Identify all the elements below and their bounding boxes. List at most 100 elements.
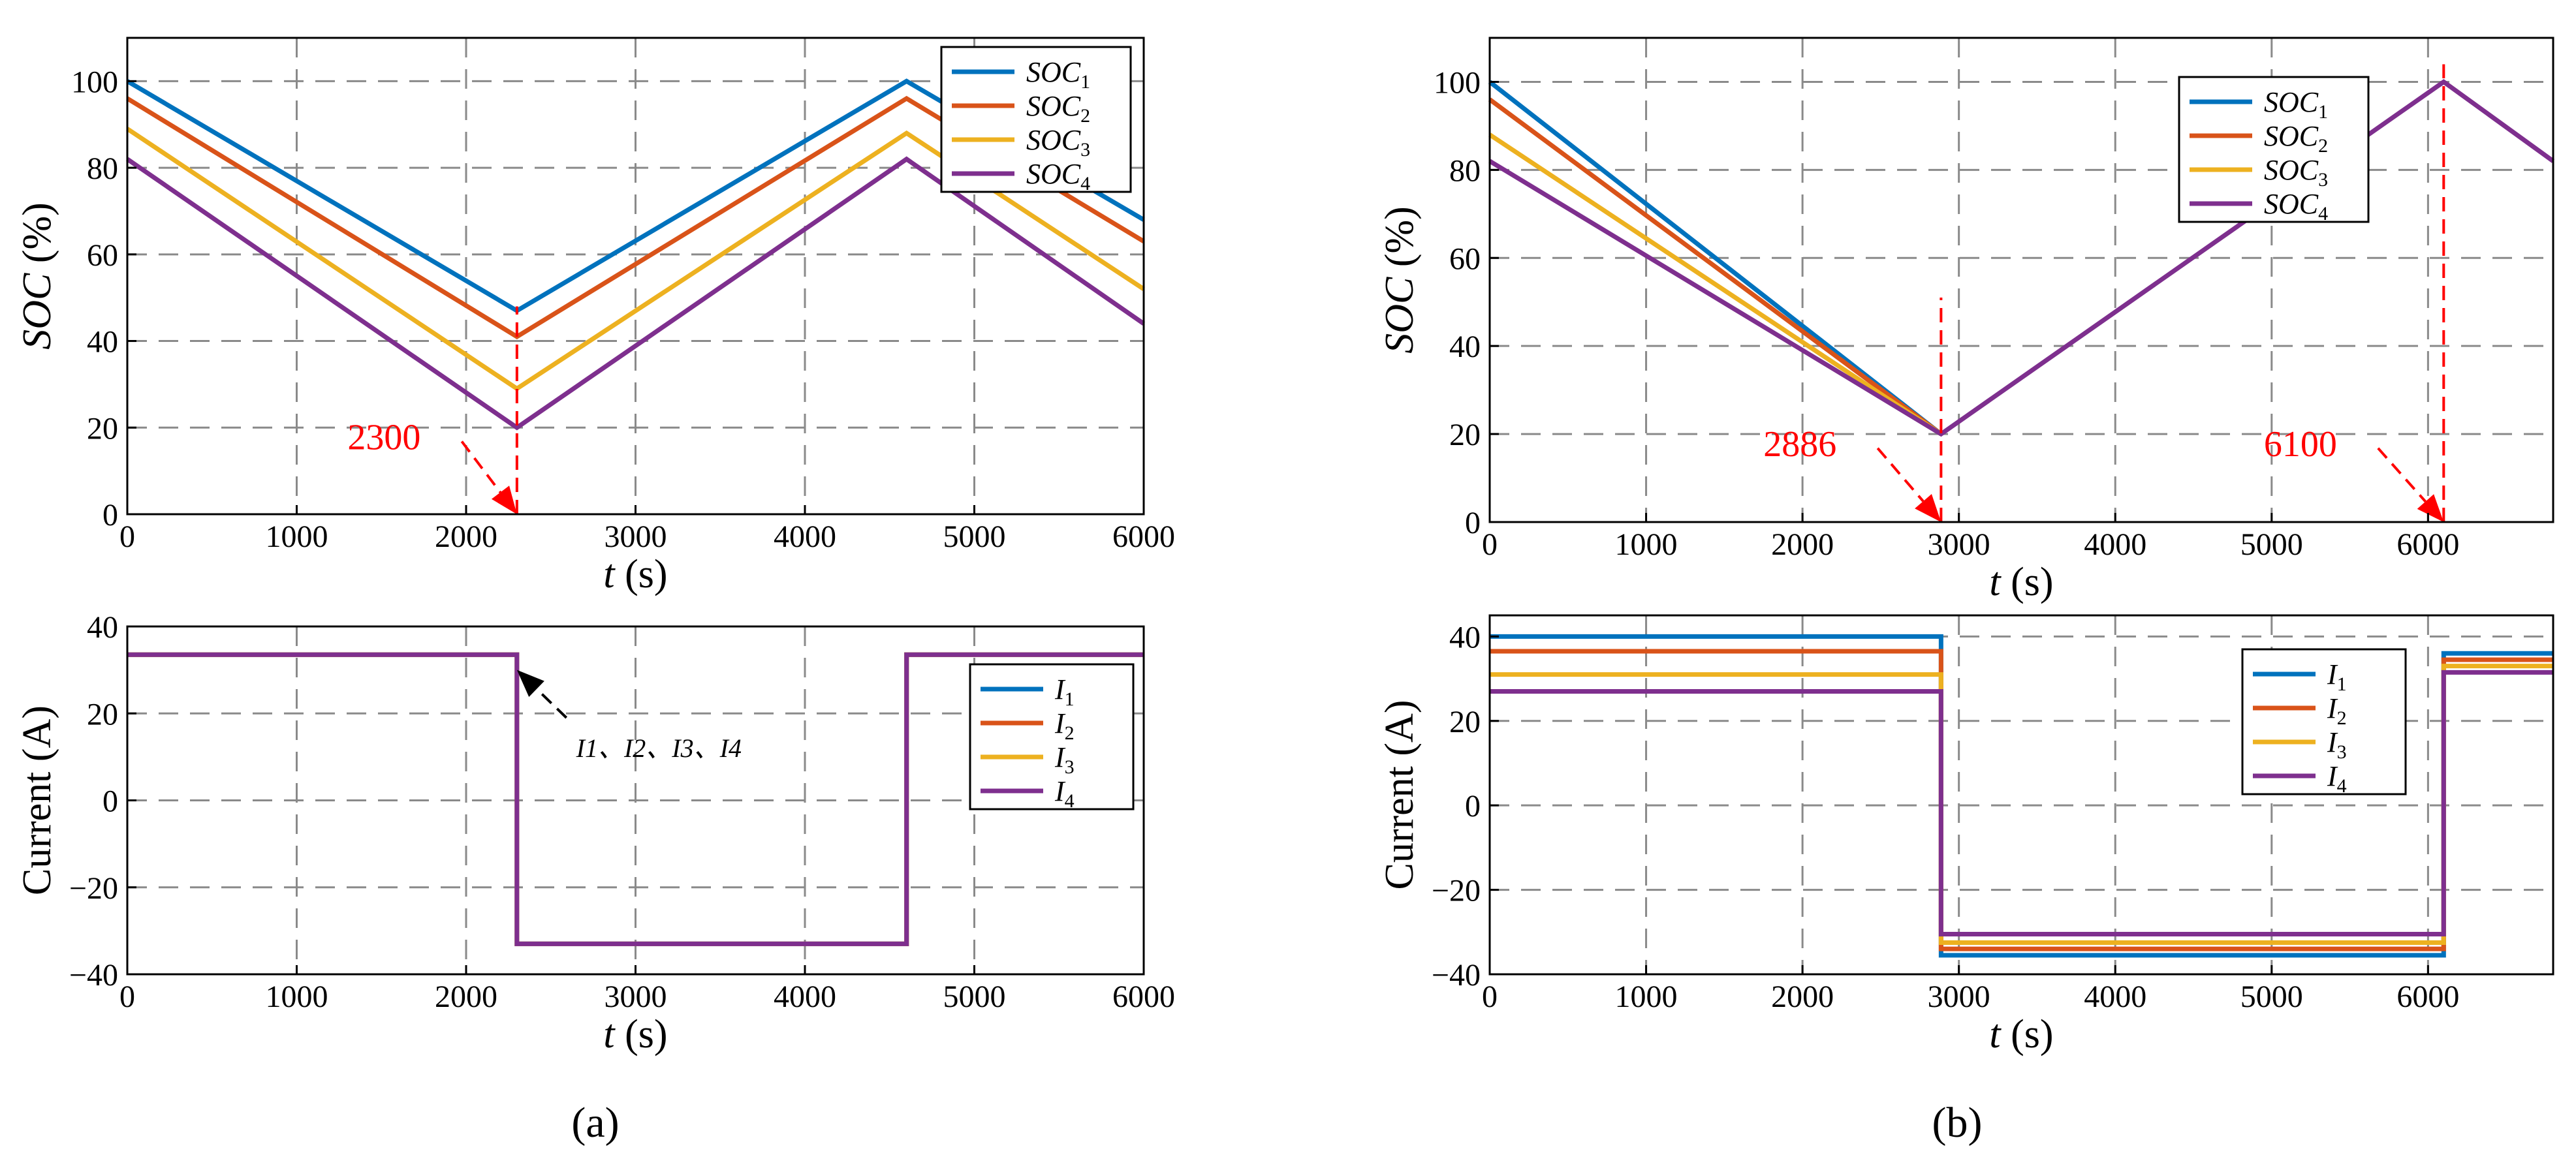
x-tick-label: 6000 <box>2396 979 2459 1014</box>
legend-box <box>2241 648 2407 795</box>
x-tick-label: 1000 <box>1615 527 1678 562</box>
x-tick-label: 1000 <box>266 519 328 554</box>
caption-b: (b) <box>1932 1099 1983 1147</box>
x-tick-label: 3000 <box>1928 527 1990 562</box>
y-tick-label: 40 <box>87 610 118 645</box>
y-tick-label: 0 <box>102 498 118 532</box>
chart-b_cur: 0 1000 2000 3000 4000 5000 6000 −40 −20 0 20 40 t (s… <box>1377 614 2554 1056</box>
y-tick-label: 0 <box>1465 506 1481 540</box>
chart-b_soc: 2886 6100 0 1000 2000 3000 4000 5000 6000 0 20 40 60… <box>1377 37 2555 604</box>
y-tick-label: 20 <box>1449 705 1481 739</box>
annotation-arrow-shaft <box>535 688 568 719</box>
series-line-SOC4 <box>1488 79 2555 437</box>
series-line-SOC2 <box>1488 97 1943 436</box>
legend-label-SOC2: SOC2 <box>2264 120 2328 157</box>
x-tick-label: 3000 <box>605 519 667 554</box>
annotation-label: 2886 <box>1763 424 1836 465</box>
x-tick-label: 0 <box>119 979 135 1014</box>
y-tick-label: 100 <box>1434 65 1481 100</box>
y-axis-label: Current (A) <box>15 705 59 895</box>
annotation-arrow-shaft <box>460 440 502 493</box>
x-tick-label: 4000 <box>774 519 836 554</box>
x-tick-label: 1000 <box>1615 979 1678 1014</box>
legend-label-I1: I1 <box>2327 658 2347 695</box>
series-line-I2 <box>1490 649 2553 951</box>
axes-frame <box>1488 614 2554 976</box>
x-tick-label: 0 <box>1482 527 1498 562</box>
y-tick-label: −40 <box>1432 958 1481 993</box>
annotation-arrow-head <box>1915 494 1941 522</box>
legend-label-SOC3: SOC3 <box>1026 124 1090 161</box>
y-tick-label: 80 <box>1449 153 1481 188</box>
y-tick-label: 40 <box>1449 330 1481 364</box>
x-tick-label: 0 <box>119 519 135 554</box>
series-line-SOC1 <box>1488 80 1943 436</box>
x-tick-label: 2000 <box>435 519 497 554</box>
x-tick-label: 5000 <box>943 519 1006 554</box>
series-line-SOC3 <box>126 127 1145 392</box>
annotation-arrow-head <box>2417 494 2444 522</box>
legend-label-I3: I3 <box>1054 741 1075 778</box>
legend-label-I2: I2 <box>1054 707 1075 744</box>
y-tick-label: 20 <box>87 411 118 446</box>
x-tick-label: 5000 <box>2240 527 2303 562</box>
legend-label-SOC1: SOC1 <box>2264 86 2328 123</box>
y-tick-label: 20 <box>87 697 118 732</box>
annotation-arrow-shaft <box>1876 447 1924 502</box>
x-tick-label: 6000 <box>1112 519 1175 554</box>
y-tick-label: 60 <box>1449 241 1481 276</box>
x-axis-label: t (s) <box>603 552 667 596</box>
legend-label-I4: I4 <box>1054 775 1075 812</box>
y-tick-label: 0 <box>1465 789 1481 824</box>
legend-label-SOC4: SOC4 <box>2264 188 2328 224</box>
axes-frame <box>1488 37 2554 523</box>
series-line-I3 <box>1490 664 2553 945</box>
y-tick-label: 100 <box>71 65 118 99</box>
x-tick-label: 6000 <box>2396 527 2459 562</box>
x-axis-label: t (s) <box>1989 1012 2053 1056</box>
legend-label-SOC1: SOC1 <box>1026 56 1090 93</box>
caption-a: (a) <box>571 1099 619 1147</box>
series-line-I1 <box>1490 634 2553 958</box>
x-tick-label: 6000 <box>1112 979 1175 1014</box>
series-line-SOC3 <box>1488 132 1943 437</box>
y-tick-label: 40 <box>1449 620 1481 655</box>
x-tick-label: 2000 <box>1771 979 1834 1014</box>
annotation-label: 2300 <box>347 417 420 457</box>
x-tick-label: 4000 <box>774 979 836 1014</box>
y-tick-label: 40 <box>87 325 118 360</box>
annotation-arrow-shaft <box>2377 447 2427 502</box>
x-tick-label: 0 <box>1482 979 1498 1014</box>
y-tick-label: −40 <box>69 958 118 993</box>
x-tick-label: 2000 <box>435 979 497 1014</box>
x-tick-label: 1000 <box>266 979 328 1014</box>
x-tick-label: 3000 <box>605 979 667 1014</box>
chart-a_soc: 2300 0 1000 2000 3000 4000 5000 6000 0 20 40 60 80 10… <box>15 37 1175 596</box>
x-tick-label: 4000 <box>2084 979 2146 1014</box>
x-tick-label: 3000 <box>1928 979 1990 1014</box>
y-tick-label: −20 <box>69 871 118 906</box>
legend-label-I1: I1 <box>1054 673 1075 710</box>
y-axis-label: Current (A) <box>1377 700 1422 890</box>
annotation-arrow-head <box>516 670 544 698</box>
legend-label-SOC4: SOC4 <box>1026 158 1090 194</box>
legend-label-SOC2: SOC2 <box>1026 90 1090 127</box>
legend-label-I2: I2 <box>2327 692 2347 729</box>
x-tick-label: 5000 <box>943 979 1006 1014</box>
annotation-label: I1、I2、I3、I4 <box>576 733 742 763</box>
x-tick-label: 5000 <box>2240 979 2303 1014</box>
y-axis-label: SOC (%) <box>15 202 59 350</box>
y-tick-label: 20 <box>1449 418 1481 452</box>
legend-label-SOC3: SOC3 <box>2264 154 2328 191</box>
x-tick-label: 4000 <box>2084 527 2146 562</box>
y-tick-label: 0 <box>102 784 118 819</box>
y-tick-label: 80 <box>87 151 118 186</box>
y-tick-label: 60 <box>87 238 118 273</box>
y-tick-label: −20 <box>1432 874 1481 908</box>
annotation-arrow-head <box>491 486 517 514</box>
